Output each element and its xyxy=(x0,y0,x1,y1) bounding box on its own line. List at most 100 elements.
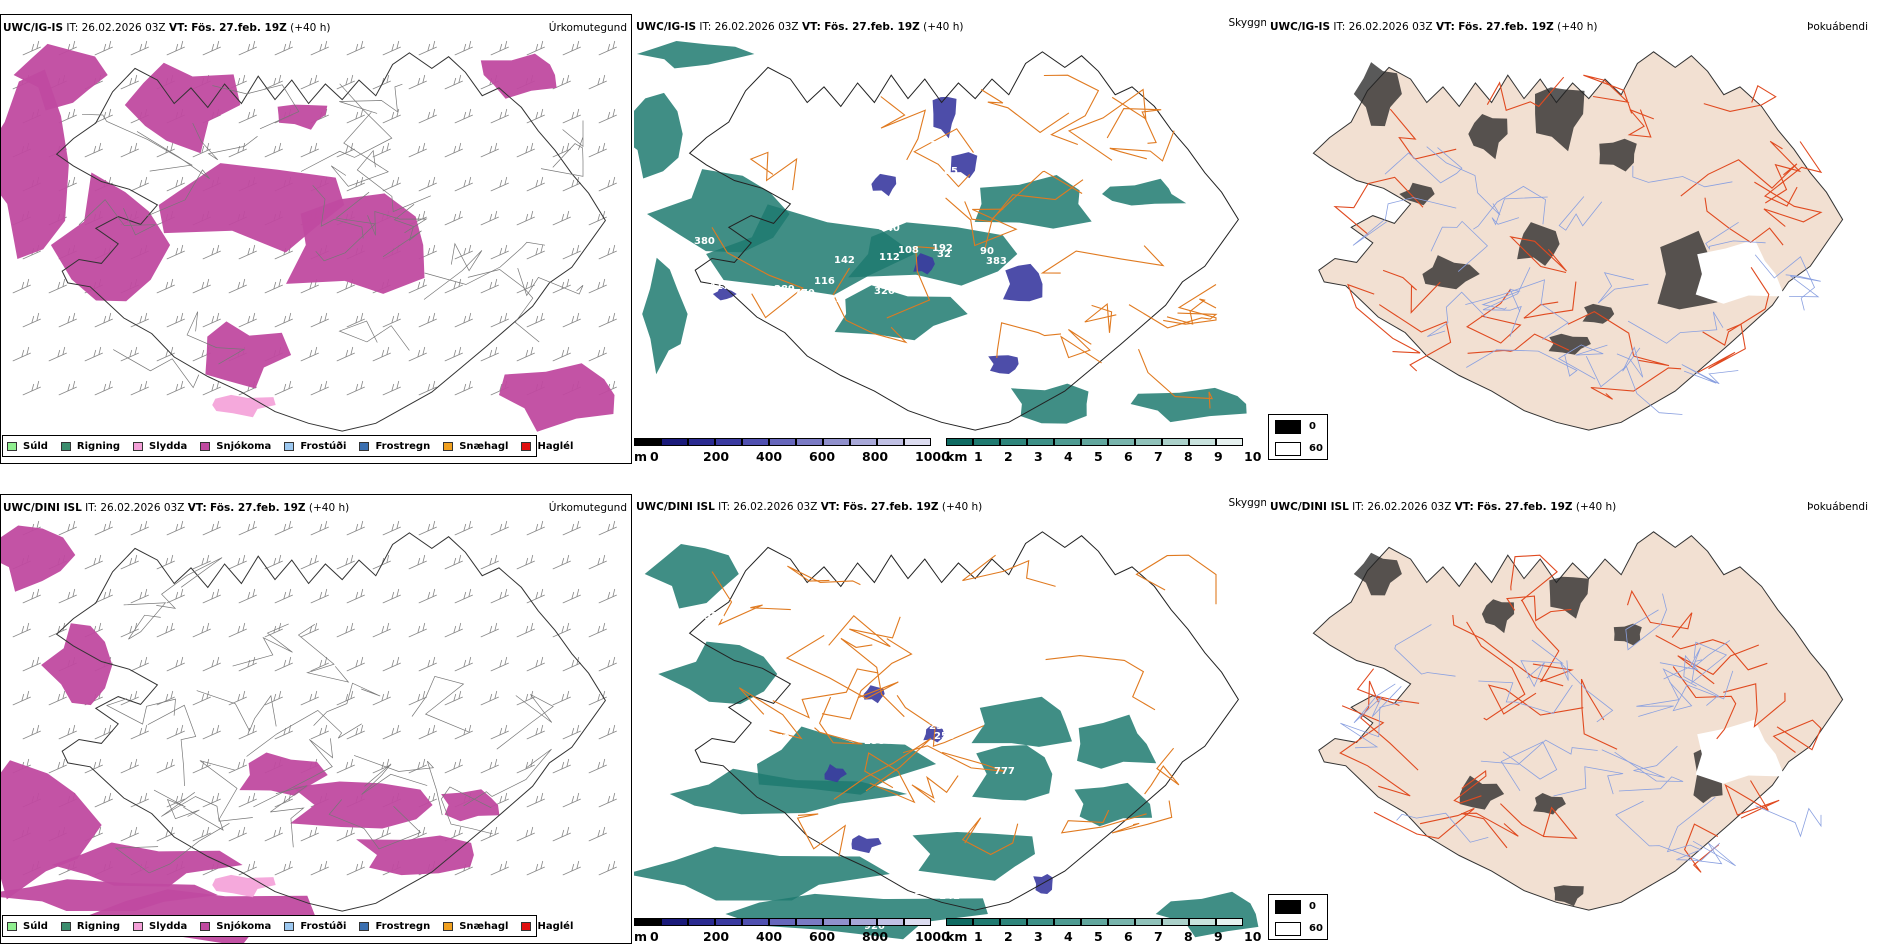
panel-title: UWC/DINI ISL IT: 26.02.2026 03Z VT: Fös.… xyxy=(1270,501,1616,513)
colorbar-segment xyxy=(634,918,661,926)
colorbar-tick: 200 xyxy=(703,929,730,944)
low-visibility-area xyxy=(634,92,683,179)
colorbar-tick: 8 xyxy=(1184,449,1193,464)
colorbar-segment xyxy=(946,918,973,926)
colorbar-tick: 200 xyxy=(703,449,730,464)
colorbar-segment xyxy=(688,438,715,446)
legend-swatch xyxy=(284,441,295,451)
it-label: IT: xyxy=(699,21,712,33)
colorbar-segment xyxy=(796,438,823,446)
legend-swatch xyxy=(60,921,71,931)
lead-time: (+40 h) xyxy=(923,21,964,33)
colorbar-segment xyxy=(946,438,973,446)
low-ceiling-area xyxy=(1033,874,1053,894)
snow-area xyxy=(51,842,243,887)
colorbar-tick: 5 xyxy=(1094,449,1103,464)
legend-label: Snæhagl xyxy=(459,920,509,932)
ceiling-label: 840 xyxy=(774,931,795,942)
visibility-unit: km xyxy=(946,929,968,944)
legend-label: Haglél xyxy=(537,440,574,452)
colorbar-tick: 400 xyxy=(756,929,783,944)
panel-name: Skyggni xyxy=(1228,17,1267,29)
panel-name: Þokuábendi xyxy=(1807,21,1868,33)
low-visibility-area xyxy=(644,544,739,609)
legend-label: Frostregn xyxy=(375,920,431,932)
snow-area xyxy=(13,43,108,111)
colorbar-tick: 10 xyxy=(1244,449,1262,464)
fog-legend-swatch xyxy=(1275,420,1301,434)
ceiling-label: 871 xyxy=(999,801,1020,812)
ceiling-label: 134 xyxy=(930,140,951,151)
colorbar-segment xyxy=(877,438,904,446)
fog-area xyxy=(1353,552,1402,596)
ceiling-label: 402 xyxy=(784,306,805,317)
it-label: IT: xyxy=(85,502,98,514)
colorbar-segment xyxy=(1216,438,1243,446)
snow-area xyxy=(50,172,171,302)
ceiling-label: 440 xyxy=(879,223,900,234)
ceiling-label: 307 xyxy=(811,311,832,322)
fog-legend-value: 60 xyxy=(1309,443,1323,454)
colorbar-segment xyxy=(769,438,796,446)
ceiling-label: 192 xyxy=(932,243,953,254)
fog-area xyxy=(1599,138,1637,172)
snow-area xyxy=(290,781,433,829)
ceiling-unit: m xyxy=(634,929,648,944)
colorbar-segment xyxy=(1108,438,1135,446)
ceiling-label: 90 xyxy=(980,246,994,257)
colorbar-tick: 4 xyxy=(1064,929,1073,944)
colorbar-segment xyxy=(823,438,850,446)
legend-label: Rigning xyxy=(76,440,121,452)
vt-label: VT: xyxy=(187,502,207,514)
colorbar-tick: 5 xyxy=(1094,929,1103,944)
snow-area xyxy=(1,879,218,911)
ceiling-label: 108 xyxy=(898,245,919,256)
colorbar-tick: 9 xyxy=(1214,929,1223,944)
legend-swatch xyxy=(359,441,370,451)
colorbar-tick: 9 xyxy=(1214,449,1223,464)
fog-index-panel: UWC/DINI ISL IT: 26.02.2026 03Z VT: Fös.… xyxy=(1268,494,1900,944)
precip-type-panel: UWC/IG-IS IT: 26.02.2026 03Z VT: Fös. 27… xyxy=(0,14,632,464)
snow-area xyxy=(239,752,328,796)
legend-label: Rigning xyxy=(76,920,121,932)
legend-swatch xyxy=(7,441,17,451)
fog-index-panel: UWC/IG-IS IT: 26.02.2026 03Z VT: Fös. 27… xyxy=(1268,14,1900,464)
fog-legend: 0 60 xyxy=(1268,414,1328,460)
vt-time: Fös. 27.feb. 19Z xyxy=(1458,21,1554,33)
colorbar-segment xyxy=(769,918,796,926)
legend-swatch xyxy=(133,921,144,931)
legend-label: Súld xyxy=(23,440,48,452)
iceland-outline xyxy=(688,531,1240,911)
clear-area xyxy=(1695,719,1785,784)
colorbar-tick: 8 xyxy=(1184,929,1193,944)
roads xyxy=(711,74,1218,409)
ceiling-label: 253 xyxy=(934,731,955,742)
low-visibility-area xyxy=(1010,383,1089,424)
snow-area xyxy=(158,163,345,253)
legend-item: Haglél xyxy=(521,441,573,452)
low-ceiling-area xyxy=(923,725,945,743)
fog-area xyxy=(1468,114,1508,160)
low-ceiling-area xyxy=(824,764,847,783)
low-visibility-area xyxy=(972,745,1053,801)
ceiling-label: 332 xyxy=(822,294,843,305)
model-name: UWC/IG-IS xyxy=(636,21,697,33)
lead-time: (+40 h) xyxy=(308,502,350,514)
legend-swatch xyxy=(359,921,370,931)
low-visibility-area xyxy=(1074,782,1153,827)
it-time: 26.02.2026 03Z xyxy=(1348,21,1433,33)
panel-title: UWC/IG-IS IT: 26.02.2026 03Z VT: Fös. 27… xyxy=(3,22,330,34)
ceiling-label: 383 xyxy=(986,256,1007,267)
snow-area xyxy=(480,53,557,99)
colorbar-segment xyxy=(1000,918,1027,926)
colorbar-segment xyxy=(1108,918,1135,926)
legend-item: Slydda xyxy=(133,921,187,932)
vt-label: VT: xyxy=(168,22,188,34)
ceiling-label: 116 xyxy=(814,276,835,287)
legend-label: Snjókoma xyxy=(216,920,272,932)
legend-swatch xyxy=(284,921,295,931)
colorbar-segment xyxy=(1162,438,1189,446)
legend-label: Haglél xyxy=(537,920,574,932)
legend-item: Snæhagl xyxy=(443,441,508,452)
vt-time: Fös. 27.feb. 19Z xyxy=(824,21,920,33)
